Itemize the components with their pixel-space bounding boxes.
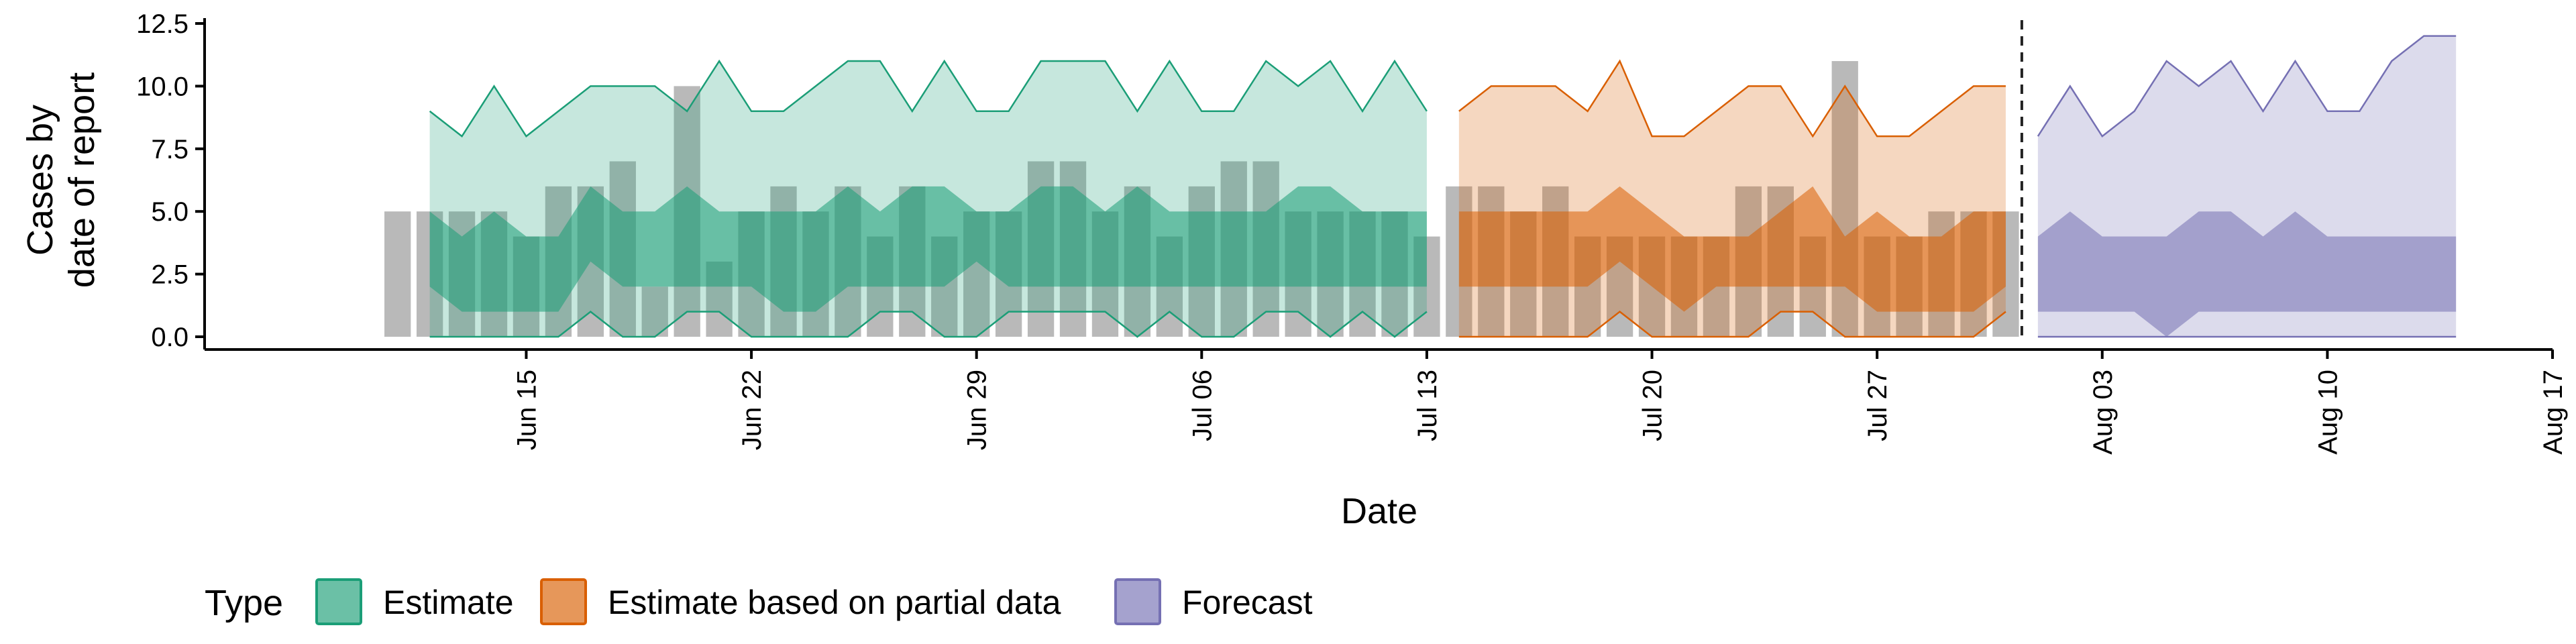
x-tick-label: Aug 03 — [2088, 370, 2118, 455]
legend-label-forecast: Forecast — [1182, 584, 1313, 621]
legend-label-estimate-partial: Estimate based on partial data — [608, 584, 1061, 621]
y-axis-title-line-2: date of report — [62, 72, 102, 288]
band-50-series-2 — [2037, 211, 2457, 337]
band-upper-edge-series-1 — [1458, 59, 2006, 138]
legend-title: Type — [205, 583, 283, 623]
axes: 0.0 2.5 5.0 7.5 10.0 12.5 Jun 15 Jun 22 Jun 29 Ju… — [136, 9, 2568, 455]
band-upper-edge-series-0 — [429, 59, 1428, 138]
legend-key-estimate-partial — [540, 578, 587, 625]
y-tick-label: 2.5 — [151, 260, 189, 290]
band-upper-edge-series-2 — [2037, 35, 2457, 138]
band-lower-edge-series-0 — [429, 311, 1428, 338]
x-tick-label: Aug 17 — [2538, 370, 2568, 455]
x-tick-label: Aug 10 — [2313, 370, 2343, 455]
x-tick-label: Jul 27 — [1863, 370, 1892, 441]
observed-bar — [641, 286, 668, 337]
y-axis-title-line-1: Cases by — [20, 105, 60, 256]
x-tick-label: Jul 06 — [1187, 370, 1217, 441]
band-50-series-1 — [1458, 186, 2006, 312]
x-tick-label: Jun 29 — [963, 370, 992, 450]
observed-bar — [384, 211, 411, 337]
x-tick-label: Jul 20 — [1638, 370, 1668, 441]
y-tick-label: 10.0 — [136, 72, 189, 101]
band-lower-edge-series-1 — [1458, 311, 2006, 338]
legend-key-estimate — [315, 578, 362, 625]
x-tick-label: Jun 22 — [737, 370, 767, 450]
y-tick-label: 0.0 — [151, 323, 189, 352]
y-tick-label: 12.5 — [136, 9, 189, 39]
x-axis-title: Date — [1341, 491, 1417, 531]
x-tick-label: Jun 15 — [512, 370, 541, 450]
y-tick-label: 5.0 — [151, 197, 189, 227]
y-tick-label: 7.5 — [151, 135, 189, 164]
y-axis-title: Cases by date of report — [20, 72, 102, 288]
estimate-bands — [429, 35, 2457, 338]
band-50-series-0 — [429, 186, 1427, 312]
legend-key-forecast — [1114, 578, 1161, 625]
legend-label-estimate: Estimate — [383, 584, 514, 621]
legend: Type Estimate Estimate based on partial … — [205, 578, 1313, 625]
x-tick-label: Jul 13 — [1413, 370, 1442, 441]
